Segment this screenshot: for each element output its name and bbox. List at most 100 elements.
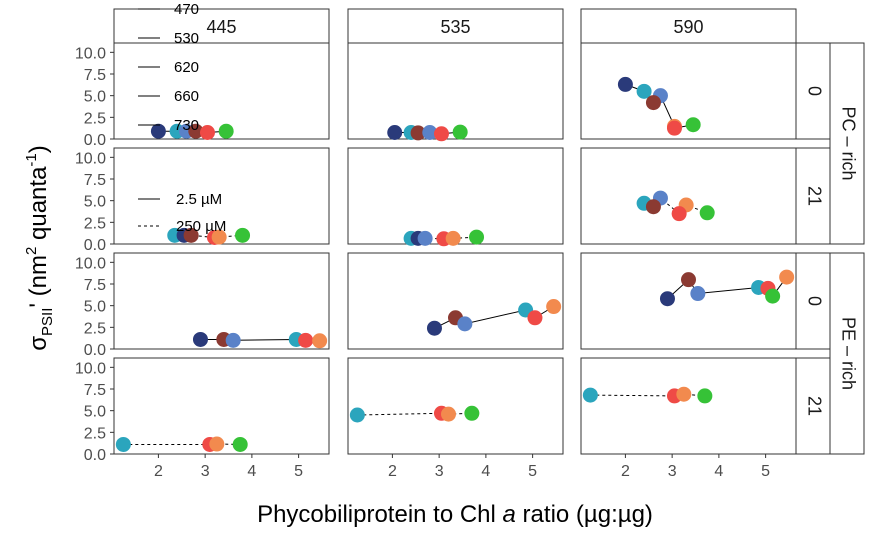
panel-border bbox=[113, 252, 330, 350]
x-tick-label: 5 bbox=[528, 463, 537, 480]
facet-strip-outer-1 bbox=[829, 252, 865, 455]
facet-strip-col-590 bbox=[580, 8, 797, 44]
y-tick-label: 7.5 bbox=[84, 277, 106, 294]
data-point bbox=[188, 123, 204, 139]
y-tick-label: 5.0 bbox=[84, 89, 106, 106]
data-point bbox=[218, 123, 234, 139]
data-point bbox=[666, 120, 682, 136]
panel-border bbox=[347, 357, 564, 455]
data-point bbox=[445, 230, 461, 246]
data-point bbox=[192, 331, 208, 347]
data-point bbox=[387, 125, 403, 140]
legend-color-label: 730 bbox=[174, 117, 199, 134]
data-point bbox=[150, 123, 166, 139]
legend-linetype-label: 2.5 µM bbox=[176, 191, 222, 208]
data-point bbox=[422, 125, 438, 140]
x-tick-label: 4 bbox=[481, 463, 490, 480]
data-point bbox=[115, 436, 131, 452]
x-tick-label: 3 bbox=[435, 463, 444, 480]
y-tick-label: 5.0 bbox=[84, 194, 106, 211]
x-tick-label: 2 bbox=[154, 463, 163, 480]
x-axis-title: Phycobiliprotein to Chl a ratio (µg:µg) bbox=[257, 501, 653, 528]
data-point bbox=[617, 76, 633, 92]
data-point bbox=[671, 206, 687, 222]
legend-color-label: 530 bbox=[174, 30, 199, 47]
data-point bbox=[199, 125, 215, 140]
data-point bbox=[235, 227, 251, 243]
legend-color-label: 620 bbox=[174, 59, 199, 76]
panel-border bbox=[113, 42, 330, 140]
legend-color-label: 660 bbox=[174, 88, 199, 105]
data-point bbox=[645, 199, 661, 215]
y-tick-label: 10.0 bbox=[75, 360, 106, 377]
data-point bbox=[452, 124, 468, 140]
facet-strip-col-label: 535 bbox=[440, 17, 470, 37]
data-point bbox=[211, 229, 227, 245]
data-point bbox=[349, 407, 365, 423]
panel-border bbox=[580, 357, 797, 455]
data-point bbox=[464, 405, 480, 421]
y-axis-title: σPSII' (nm2 quanta-1) bbox=[23, 145, 56, 351]
y-tick-label: 2.5 bbox=[84, 215, 106, 232]
data-point bbox=[440, 406, 456, 422]
data-point bbox=[417, 230, 433, 246]
panel-border bbox=[347, 252, 564, 350]
facet-strip-outer-label: PC – rich bbox=[838, 106, 858, 180]
data-point bbox=[676, 386, 692, 402]
facet-strip-col-label: 445 bbox=[206, 17, 236, 37]
data-point bbox=[469, 229, 485, 245]
y-tick-label: 7.5 bbox=[84, 382, 106, 399]
data-point bbox=[225, 332, 241, 348]
x-tick-label: 2 bbox=[388, 463, 397, 480]
facet-strip-col-445 bbox=[113, 8, 330, 44]
data-point bbox=[312, 333, 328, 349]
facet-strip-col-label: 590 bbox=[673, 17, 703, 37]
y-tick-label: 0.0 bbox=[84, 447, 106, 464]
x-tick-label: 4 bbox=[247, 463, 256, 480]
legend-layer: 470 530 620 660 730 2.5 µM 250 µM bbox=[138, 1, 226, 235]
data-point bbox=[209, 436, 225, 452]
y-tick-label: 5.0 bbox=[84, 299, 106, 316]
panel-border bbox=[347, 42, 564, 140]
y-tick-label: 2.5 bbox=[84, 425, 106, 442]
data-point bbox=[298, 332, 314, 348]
data-point bbox=[681, 272, 696, 288]
data-point bbox=[582, 387, 598, 403]
y-tick-label: 0.0 bbox=[84, 132, 106, 149]
y-tick-label: 10.0 bbox=[75, 150, 106, 167]
series-line-r3-c1 bbox=[357, 412, 472, 416]
panel-border bbox=[113, 357, 330, 455]
y-tick-label: 5.0 bbox=[84, 404, 106, 421]
data-point bbox=[765, 288, 781, 304]
facet-strip-col-535 bbox=[347, 8, 564, 44]
data-point bbox=[433, 126, 449, 142]
series-line-r3-c2 bbox=[590, 393, 705, 397]
legend-color-label: 470 bbox=[174, 1, 199, 18]
x-tick-label: 3 bbox=[201, 463, 210, 480]
y-tick-label: 7.5 bbox=[84, 172, 106, 189]
facet-strip-outer-0 bbox=[829, 42, 865, 245]
x-tick-label: 5 bbox=[294, 463, 303, 480]
legend-linetype-label: 250 µM bbox=[176, 218, 226, 235]
x-tick-label: 2 bbox=[621, 463, 630, 480]
data-point bbox=[699, 205, 715, 221]
panel-border bbox=[580, 147, 797, 245]
data-point bbox=[685, 117, 701, 133]
data-point bbox=[659, 291, 675, 307]
x-tick-label: 4 bbox=[714, 463, 723, 480]
y-tick-label: 10.0 bbox=[75, 45, 106, 62]
y-tick-label: 0.0 bbox=[84, 237, 106, 254]
facet-strip-row-3 bbox=[795, 357, 831, 455]
data-point bbox=[183, 227, 199, 243]
data-point bbox=[426, 320, 442, 336]
panel-border bbox=[347, 147, 564, 245]
facet-strip-row-label: 0 bbox=[804, 86, 824, 96]
facet-strip-row-label: 0 bbox=[804, 296, 824, 306]
x-tick-label: 5 bbox=[761, 463, 770, 480]
data-point bbox=[697, 388, 713, 404]
data-point bbox=[645, 95, 661, 111]
data-point bbox=[546, 299, 562, 315]
data-point bbox=[457, 316, 473, 332]
